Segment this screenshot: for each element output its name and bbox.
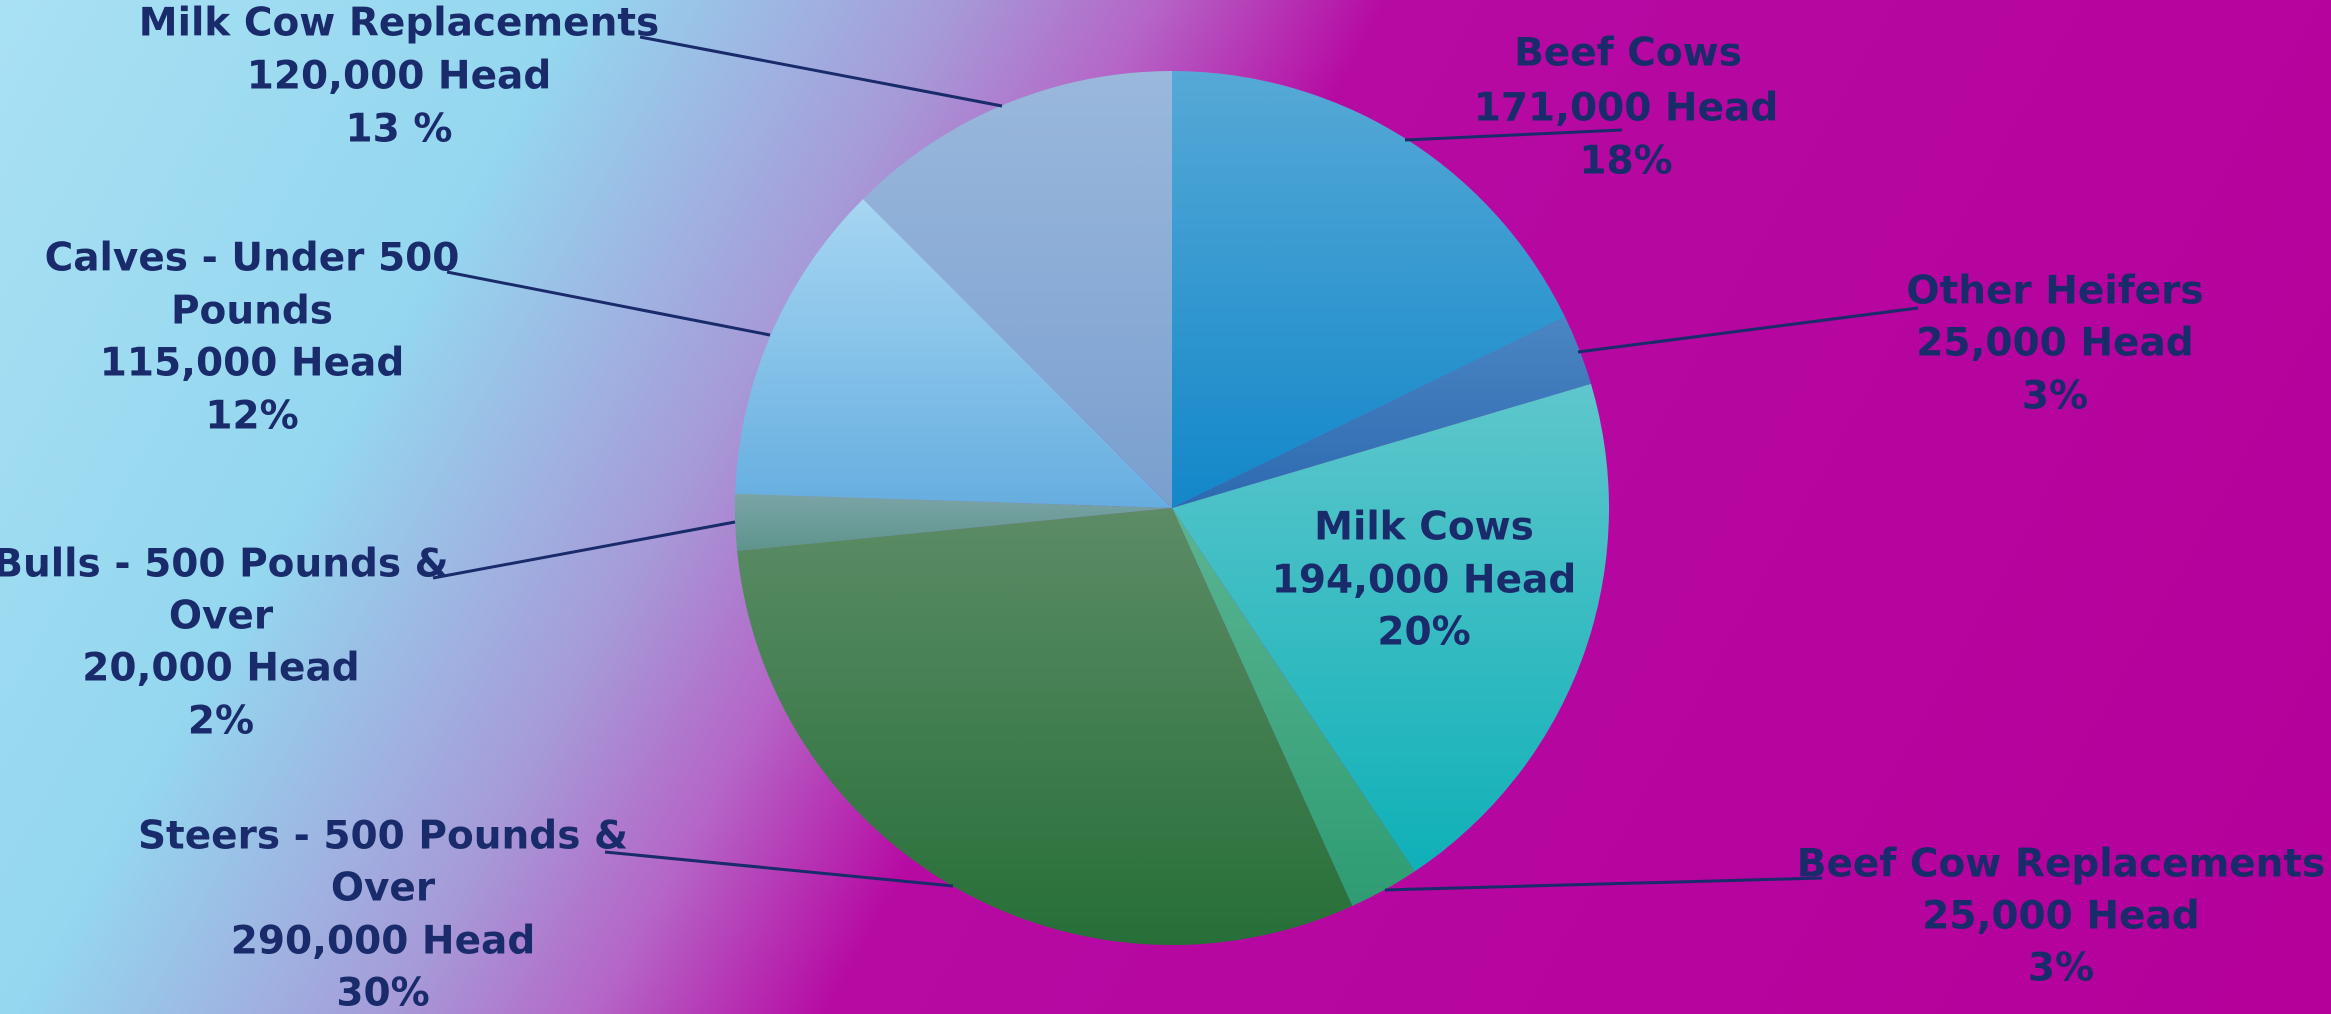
leader-line-beef-cow-replacements [1384,876,1823,892]
percent-text-steers-500-pounds-over: 30% [336,971,429,1014]
slice-beef-cow-replacements [1172,508,1415,907]
percent-text-calves-under-500-pounds: 12% [205,394,298,439]
value-text-other-heifers: 25,000 Head [1916,321,2193,366]
leader-line-milk-cow-replacements [639,35,1003,108]
slice-steers-500-pounds-over [737,508,1353,946]
leader-line-beef-cows [1404,128,1623,142]
label-text-calves-under-500-pounds: Calves - Under 500 [45,236,460,281]
slice-milk-cow-replacements [862,71,1172,508]
value-text-beef-cow-replacements: 25,000 Head [1922,894,2199,939]
slice-bulls-500-pounds-over [735,493,1172,551]
label-text-beef-cows: Beef Cows [1514,31,1742,76]
percent-text-beef-cow-replacements: 3% [2028,946,2094,991]
label-text-milk-cows: Milk Cows [1314,505,1534,550]
leader-line-calves-under-500-pounds [446,270,771,337]
value-text-milk-cow-replacements: 120,000 Head [247,54,552,99]
leader-line-bulls-500-pounds-over [432,520,736,580]
percent-text-other-heifers: 3% [2022,374,2088,419]
label-text-calves-under-500-pounds: Pounds [171,289,333,334]
percent-text-milk-cows: 20% [1377,610,1470,655]
label-text-steers-500-pounds-over: Over [331,866,436,911]
label-text-bulls-500-pounds-over: Bulls - 500 Pounds & [0,542,449,587]
label-text-steers-500-pounds-over: Steers - 500 Pounds & [138,814,628,859]
slice-calves-under-500-pounds [735,198,1172,509]
percent-text-beef-cows: 18% [1579,139,1672,184]
label-text-other-heifers: Other Heifers [1906,269,2203,314]
value-text-milk-cows: 194,000 Head [1272,558,1577,603]
value-text-bulls-500-pounds-over: 20,000 Head [82,646,359,691]
slice-milk-cows [1172,383,1609,872]
label-text-beef-cow-replacements: Beef Cow Replacements [1797,842,2326,887]
value-text-steers-500-pounds-over: 290,000 Head [231,919,536,964]
leader-line-steers-500-pounds-over [604,850,954,888]
value-text-calves-under-500-pounds: 115,000 Head [100,341,405,386]
slice-beef-cows [1172,71,1566,508]
label-text-milk-cow-replacements: Milk Cow Replacements [139,1,659,46]
leader-lines [432,35,1919,892]
leader-line-other-heifers [1577,306,1919,354]
value-text-beef-cows: 171,000 Head [1474,86,1779,131]
pie-slices [735,71,1609,946]
slice-other-heifers [1172,317,1592,508]
percent-text-milk-cow-replacements: 13 % [346,107,453,152]
percent-text-bulls-500-pounds-over: 2% [188,699,254,744]
label-text-bulls-500-pounds-over: Over [169,594,274,639]
